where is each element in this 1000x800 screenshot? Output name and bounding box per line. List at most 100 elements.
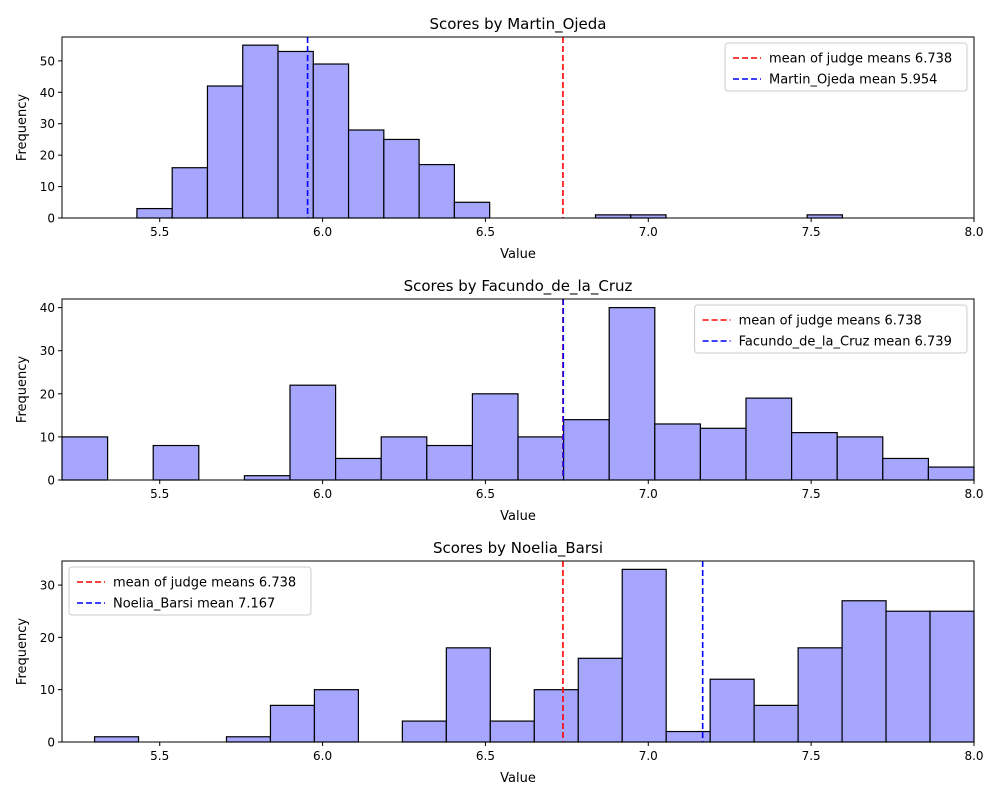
histogram-bar: [152, 444, 200, 481]
x-tick-label: 8.0: [964, 487, 983, 501]
histogram-bar: [453, 201, 491, 219]
legend-label: Noelia_Barsi mean 7.167: [113, 597, 275, 612]
histogram-bar: [347, 129, 385, 219]
histogram-bar: [206, 85, 244, 219]
y-ticks: 0 10 20 30 40: [40, 301, 62, 488]
x-axis-label: Value: [500, 509, 536, 524]
histogram-bar: [471, 393, 519, 481]
x-tick-label: 5.5: [150, 487, 169, 501]
histogram-bar: [699, 427, 747, 481]
x-tick-label: 5.5: [150, 225, 169, 239]
y-axis-label: Frequency: [15, 94, 30, 161]
legend: mean of judge means 6.738 Facundo_de_la_C…: [694, 304, 968, 354]
histogram-bar: [313, 689, 359, 743]
chart-title: Scores by Noelia_Barsi: [433, 539, 603, 558]
mean-lines: [306, 37, 564, 218]
histogram-bar: [136, 207, 173, 219]
y-tick-label: 20: [40, 149, 55, 163]
histogram-bar: [335, 457, 382, 481]
histogram-bar: [383, 138, 420, 219]
y-axis-label: Frequency: [15, 356, 30, 423]
x-axis-label: Value: [500, 247, 536, 262]
x-tick-label: 5.5: [150, 749, 169, 763]
histogram-bar: [836, 436, 884, 481]
bars: [93, 568, 975, 743]
x-tick-label: 6.0: [313, 225, 332, 239]
legend-label: mean of judge means 6.738: [113, 576, 296, 591]
histogram-bar: [654, 423, 701, 481]
axes-frame: [61, 560, 975, 743]
y-tick-label: 10: [40, 180, 55, 194]
histogram-bar: [709, 678, 755, 743]
x-ticks: 5.5 6.0 6.5 7.0 7.5 8.0: [150, 218, 984, 239]
histogram-bar: [562, 419, 610, 481]
histogram-bar: [608, 307, 656, 481]
y-tick-label: 0: [47, 474, 55, 488]
bars: [136, 44, 844, 219]
legend-label: mean of judge means 6.738: [769, 52, 952, 67]
y-tick-label: 30: [40, 117, 55, 131]
chart-title: Scores by Facundo_de_la_Cruz: [404, 277, 633, 296]
axes-frame: [61, 298, 975, 481]
x-tick-label: 7.0: [639, 225, 658, 239]
histogram-bar: [790, 431, 838, 481]
y-tick-label: 10: [40, 683, 55, 697]
histogram-bar: [517, 436, 565, 481]
x-tick-label: 8.0: [964, 749, 983, 763]
y-tick-label: 0: [47, 736, 55, 750]
x-tick-label: 7.0: [639, 487, 658, 501]
histogram-bar: [242, 44, 279, 219]
legend-label: Facundo_de_la_Cruz mean 6.739: [739, 335, 952, 350]
y-axis-label: Frequency: [15, 618, 30, 685]
histogram-bar: [929, 610, 975, 743]
histogram-bar: [745, 397, 793, 481]
y-tick-label: 0: [47, 212, 55, 226]
legend-label: mean of judge means 6.738: [739, 314, 922, 329]
histogram-bar: [418, 163, 455, 219]
y-tick-label: 20: [40, 387, 55, 401]
mean-lines: [562, 561, 704, 742]
x-ticks: 5.5 6.0 6.5 7.0 7.5 8.0: [150, 742, 984, 763]
histogram-bar: [882, 457, 929, 481]
histogram-bar: [269, 704, 316, 743]
x-tick-label: 8.0: [964, 225, 983, 239]
legend: mean of judge means 6.738 Martin_Ojeda me…: [724, 42, 968, 92]
y-tick-label: 40: [40, 301, 55, 315]
histogram-bar: [289, 384, 337, 481]
histogram-panel-noelia-barsi: Scores by Noelia_Barsi 5.5 6.0 6.5 7.0 7.5 8.…: [15, 539, 984, 786]
chart-title: Scores by Martin_Ojeda: [429, 15, 606, 34]
x-tick-label: 6.0: [313, 749, 332, 763]
histogram-bar: [533, 689, 579, 743]
histogram-bar: [445, 647, 491, 743]
histogram-panel-facundo-de-la-cruz: Scores by Facundo_de_la_Cruz 5.5 6.0 6.5 7.…: [15, 277, 984, 524]
histogram-bar: [380, 436, 428, 481]
histogram-bar: [489, 720, 535, 743]
y-tick-label: 30: [40, 579, 55, 593]
x-tick-label: 6.5: [476, 749, 495, 763]
legend: mean of judge means 6.738 Noelia_Barsi me…: [68, 566, 312, 616]
histogram-bar: [841, 600, 887, 743]
y-tick-label: 10: [40, 430, 55, 444]
x-tick-label: 6.5: [476, 225, 495, 239]
histogram-bar: [225, 736, 272, 743]
x-tick-label: 7.5: [802, 749, 821, 763]
axes-frame: [61, 36, 975, 219]
x-tick-label: 6.0: [313, 487, 332, 501]
histogram-bar: [243, 475, 291, 481]
histogram-bar: [885, 610, 931, 743]
histogram-bar: [401, 720, 447, 743]
histogram-bar: [61, 436, 109, 481]
x-tick-label: 7.5: [802, 225, 821, 239]
x-tick-label: 7.0: [639, 749, 658, 763]
y-ticks: 0 10 20 30: [40, 579, 62, 750]
histogram-bar: [312, 63, 350, 219]
y-tick-label: 20: [40, 631, 55, 645]
x-tick-label: 6.5: [476, 487, 495, 501]
legend-box: [68, 566, 312, 616]
histogram-panel-martin-ojeda: Scores by Martin_Ojeda 5.5 6.0 6.5 7.0 7.5 8.…: [15, 15, 984, 262]
histogram-bar: [927, 466, 975, 481]
y-tick-label: 30: [40, 344, 55, 358]
bars: [61, 307, 975, 481]
histogram-bar: [171, 167, 209, 219]
